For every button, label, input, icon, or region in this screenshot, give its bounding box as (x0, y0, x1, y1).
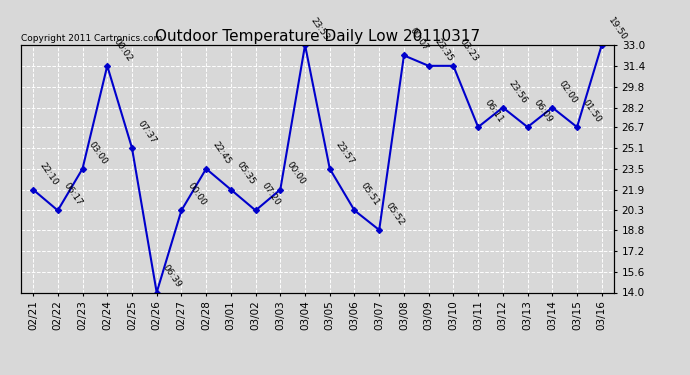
Text: 07:37: 07:37 (136, 119, 158, 145)
Text: 01:50: 01:50 (581, 98, 603, 124)
Title: Outdoor Temperature Daily Low 20110317: Outdoor Temperature Daily Low 20110317 (155, 29, 480, 44)
Text: 23:53: 23:53 (309, 16, 331, 42)
Text: 05:51: 05:51 (359, 181, 381, 208)
Text: 03:00: 03:00 (87, 140, 109, 166)
Text: 05:35: 05:35 (235, 160, 257, 187)
Text: 05:52: 05:52 (384, 201, 406, 227)
Text: 06:39: 06:39 (161, 263, 183, 290)
Text: 03:23: 03:23 (457, 37, 480, 63)
Text: 23:35: 23:35 (433, 37, 455, 63)
Text: 23:57: 23:57 (334, 140, 356, 166)
Text: 06:09: 06:09 (532, 98, 554, 124)
Text: 00:02: 00:02 (111, 37, 134, 63)
Text: 06:11: 06:11 (482, 98, 504, 124)
Text: 22:10: 22:10 (37, 160, 59, 187)
Text: 22:45: 22:45 (210, 140, 233, 166)
Text: 00:00: 00:00 (186, 181, 208, 208)
Text: 07:20: 07:20 (259, 182, 282, 208)
Text: 23:56: 23:56 (507, 78, 529, 105)
Text: 02:00: 02:00 (556, 78, 579, 105)
Text: 00:07: 00:07 (408, 26, 431, 53)
Text: 19:50: 19:50 (606, 16, 628, 42)
Text: Copyright 2011 Cartronics.com: Copyright 2011 Cartronics.com (21, 33, 162, 42)
Text: 06:17: 06:17 (62, 181, 84, 208)
Text: 00:00: 00:00 (284, 160, 306, 187)
